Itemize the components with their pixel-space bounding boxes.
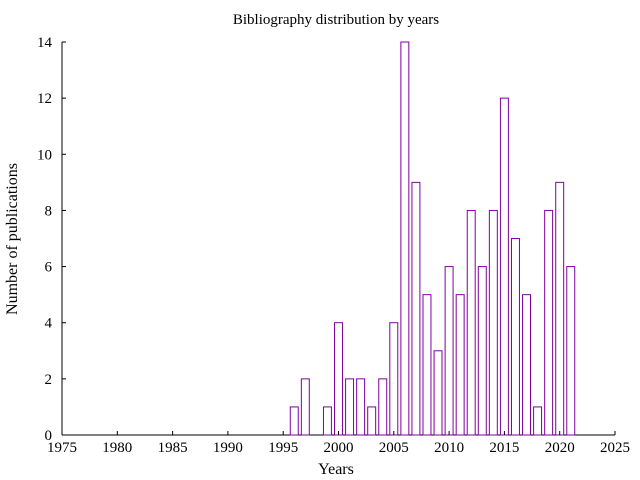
bar-2016: [510, 238, 520, 436]
y-tick-label-14: 14: [37, 35, 53, 51]
y-axis-label: Number of publications: [4, 163, 21, 315]
bar-2012: [466, 209, 476, 436]
x-tick-label-1995: 1995: [268, 440, 298, 456]
y-tick-label-6: 6: [45, 260, 53, 276]
y-tick-label-8: 8: [45, 203, 53, 219]
bar-2005: [389, 322, 399, 436]
bar-2019: [544, 209, 554, 436]
bar-2001: [345, 378, 355, 436]
bar-1997: [300, 378, 310, 436]
bars-group: [289, 41, 576, 436]
y-tick-label-12: 12: [37, 91, 52, 107]
x-tick-label-1980: 1980: [102, 440, 132, 456]
bar-2020: [555, 181, 565, 436]
bar-2004: [378, 378, 388, 436]
y-tick-label-2: 2: [45, 372, 53, 388]
y-tick-label-10: 10: [37, 147, 52, 163]
x-tick-label-2025: 2025: [600, 440, 630, 456]
bar-1996: [289, 406, 299, 436]
x-tick-label-2000: 2000: [324, 440, 354, 456]
bar-2013: [477, 266, 487, 436]
x-axis-label: Years: [318, 461, 354, 478]
axes: [61, 42, 615, 436]
y-ticks-group: 0 2 4 6 8 10 12 14: [37, 35, 66, 444]
bar-2018: [533, 406, 543, 436]
x-tick-label-2015: 2015: [489, 440, 519, 456]
chart-title: Bibliography distribution by years: [233, 12, 439, 28]
x-tick-label-1985: 1985: [158, 440, 188, 456]
y-tick-label-4: 4: [45, 316, 53, 332]
x-tick-label-2005: 2005: [379, 440, 409, 456]
y-tick-label-0: 0: [45, 428, 53, 444]
x-tick-label-2010: 2010: [434, 440, 464, 456]
x-tick-label-1990: 1990: [213, 440, 243, 456]
x-tick-label-1975: 1975: [47, 440, 77, 456]
bar-2017: [522, 294, 531, 436]
bar-2000: [334, 322, 343, 436]
bar-2021: [566, 266, 576, 436]
x-ticks-group: 1975 1980 1985 1990 1995 2000 2005 2010 2015 2020…: [47, 431, 630, 456]
x-tick-label-2020: 2020: [545, 440, 575, 456]
bar-2003: [367, 406, 377, 436]
bar-2006: [400, 41, 410, 436]
bar-2002: [356, 378, 366, 436]
bar-2010: [444, 266, 454, 436]
bar-2015: [499, 97, 509, 436]
bar-1999: [322, 406, 332, 436]
bar-2007: [411, 181, 421, 436]
bar-2014: [488, 209, 498, 436]
bar-2009: [433, 350, 443, 436]
bar-2008: [422, 294, 432, 436]
bar-2011: [455, 294, 465, 436]
